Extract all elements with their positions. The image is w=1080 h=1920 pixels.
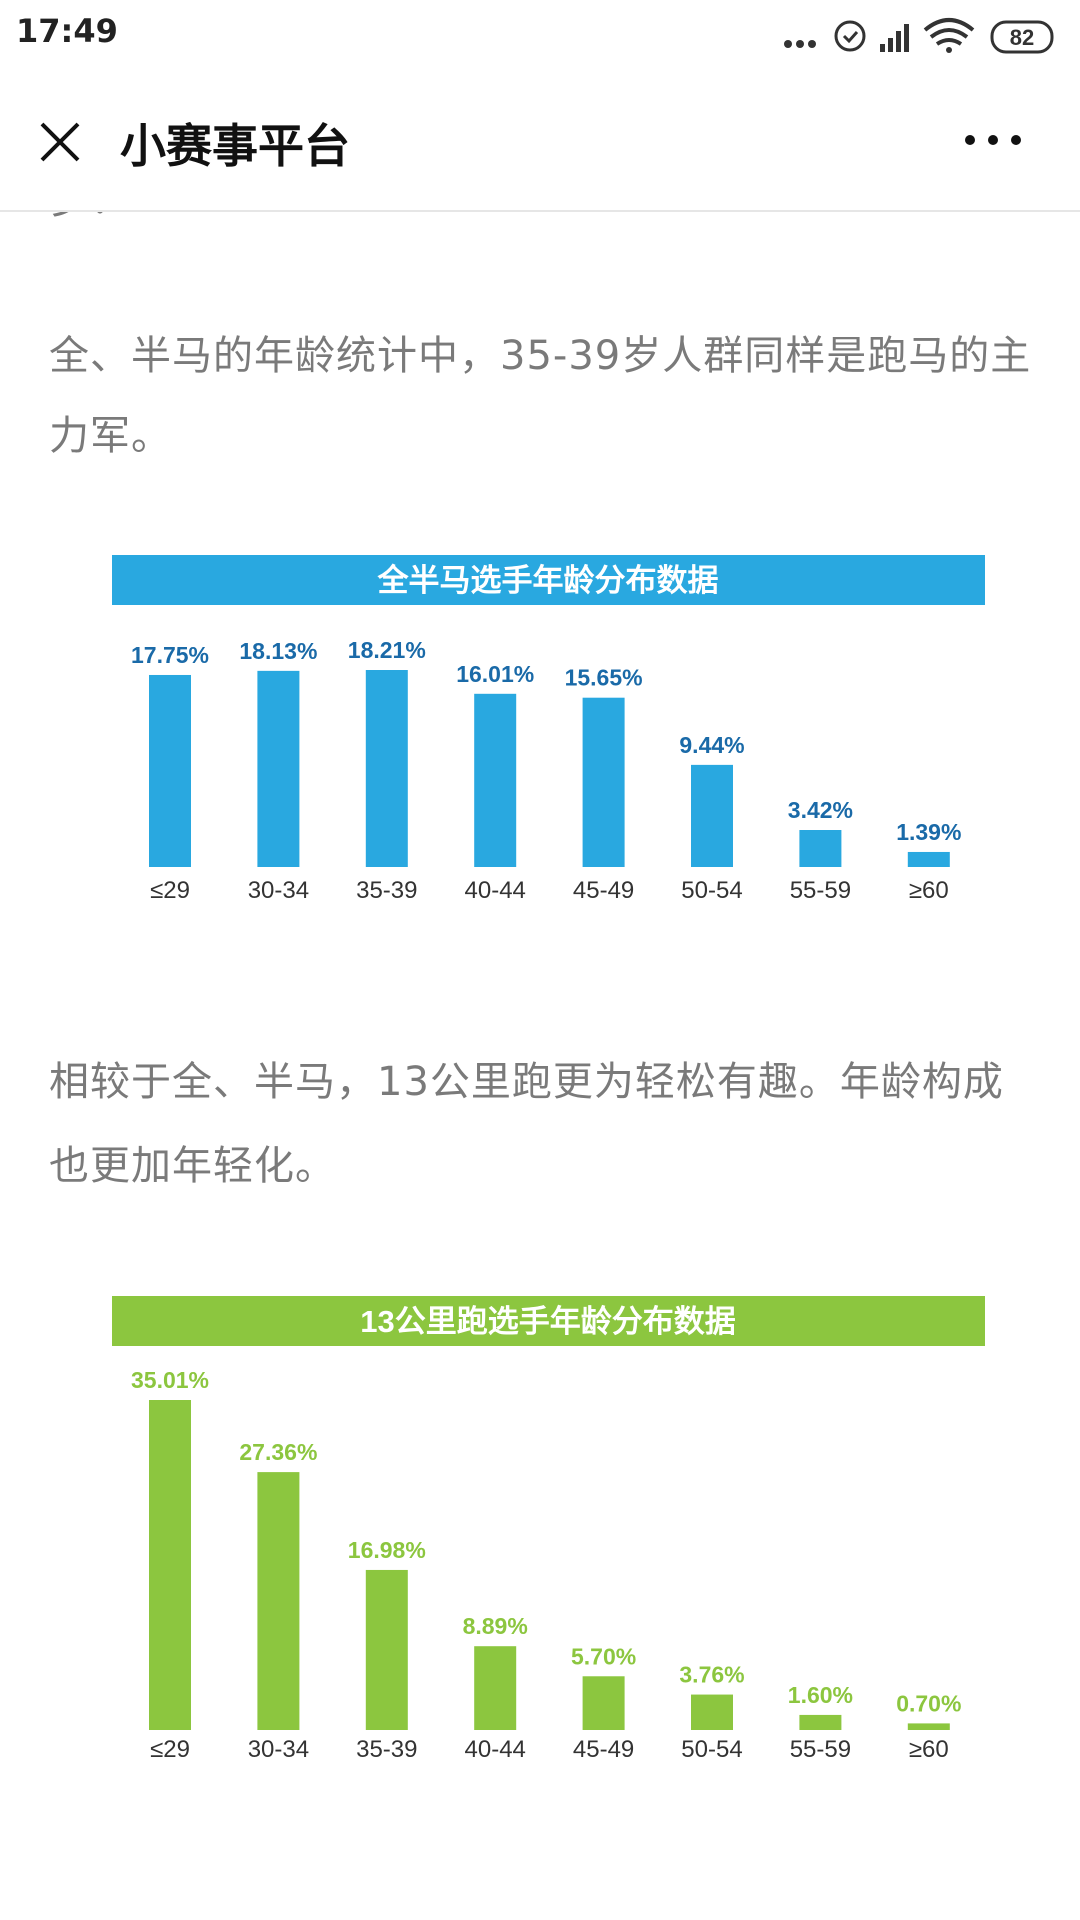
value-label: 18.13% — [239, 638, 317, 664]
chart-title: 13公里跑选手年龄分布数据 — [360, 1304, 735, 1339]
bar — [365, 1569, 408, 1730]
more-button[interactable] — [960, 130, 1030, 150]
category-label: 40-44 — [465, 1736, 526, 1763]
bar — [799, 830, 842, 867]
category-label: ≥60 — [909, 1736, 949, 1763]
status-time: 17:49 — [16, 12, 118, 50]
chart-banner — [112, 555, 985, 605]
category-label: 50-54 — [681, 1736, 742, 1763]
value-label: 5.70% — [571, 1643, 636, 1669]
clipped-fragment: 岁： — [49, 212, 1044, 240]
bar — [907, 1723, 950, 1730]
value-label: 17.75% — [131, 642, 209, 668]
bar — [907, 851, 950, 867]
category-label: 55-59 — [790, 877, 851, 904]
value-label: 27.36% — [239, 1439, 317, 1465]
value-label: 35.01% — [131, 1367, 209, 1393]
category-label: 30-34 — [248, 877, 309, 904]
category-label: 50-54 — [681, 877, 742, 904]
value-label: 1.60% — [788, 1682, 853, 1708]
category-label: ≤29 — [150, 1736, 190, 1763]
bar — [474, 1646, 517, 1730]
bar — [149, 674, 191, 867]
paragraph: 全、半马的年龄统计中，35-39岁人群同样是跑马的主力军。 — [49, 333, 1032, 459]
category-label: 35-39 — [356, 877, 417, 904]
status-icons: 82 — [784, 18, 1054, 54]
chart-title: 全半马选手年龄分布数据 — [377, 563, 719, 598]
category-label: 45-49 — [573, 877, 634, 904]
bar — [365, 670, 408, 867]
value-label: 8.89% — [463, 1613, 528, 1639]
paragraph: 相较于全、半马，13公里跑更为轻松有趣。年龄构成也更加年轻化。 — [49, 1059, 1004, 1189]
category-label: 40-44 — [465, 877, 526, 904]
category-label: 30-34 — [248, 1736, 309, 1763]
value-label: 3.76% — [679, 1662, 744, 1688]
bar — [149, 1400, 191, 1730]
category-label: 55-59 — [790, 1736, 851, 1763]
header-divider — [0, 210, 1080, 212]
value-label: 18.21% — [348, 637, 426, 663]
bar — [799, 1714, 842, 1730]
clipped-fragment-box: 岁： — [0, 212, 1080, 242]
bar — [691, 764, 733, 867]
chart-banner — [112, 1296, 985, 1346]
value-label: 16.98% — [348, 1537, 426, 1563]
value-label: 1.39% — [896, 819, 961, 845]
bar — [691, 1694, 733, 1730]
header-title: 小赛事平台 — [120, 119, 350, 173]
battery-level: 82 — [1010, 25, 1034, 50]
bar — [257, 1472, 300, 1730]
value-label: 16.01% — [456, 661, 534, 687]
chart: 13公里跑选手年龄分布数据 35.01% ≤29 27.36% 30-34 16.98% 3… — [112, 1296, 985, 1763]
category-label: ≤29 — [150, 877, 190, 904]
bar — [257, 670, 300, 867]
chart: 全半马选手年龄分布数据 17.75% ≤29 18.13% 30-34 18.21% 35-… — [112, 555, 985, 904]
category-label: 35-39 — [356, 1736, 417, 1763]
value-label: 15.65% — [565, 665, 643, 691]
bar — [582, 697, 625, 867]
close-button[interactable] — [38, 120, 82, 164]
bar — [474, 693, 517, 867]
value-label: 9.44% — [679, 732, 744, 758]
category-label: ≥60 — [909, 877, 949, 904]
bar — [582, 1676, 625, 1730]
value-label: 0.70% — [896, 1690, 961, 1716]
value-label: 3.42% — [788, 797, 853, 823]
category-label: 45-49 — [573, 1736, 634, 1763]
